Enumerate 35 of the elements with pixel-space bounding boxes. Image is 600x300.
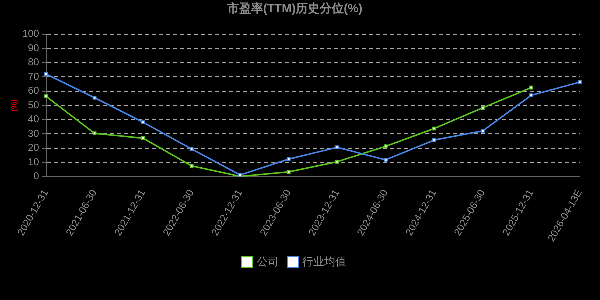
point — [44, 94, 48, 98]
point — [141, 120, 146, 124]
y-tick-label: 0 — [34, 172, 40, 183]
point — [286, 157, 291, 162]
point — [286, 170, 291, 174]
y-tick-label: 50 — [28, 100, 40, 112]
y-tick-label: 30 — [28, 128, 40, 140]
point — [335, 160, 340, 164]
point — [432, 126, 436, 131]
y-tick-label: 80 — [28, 58, 40, 69]
legend-label: 行业均值 — [302, 256, 346, 269]
y-tick-label: 100 — [22, 29, 40, 40]
point — [481, 129, 485, 134]
point — [190, 164, 194, 168]
point — [530, 86, 534, 90]
point — [530, 94, 534, 98]
y-axis-title: (%) — [10, 99, 20, 112]
point — [481, 106, 485, 110]
y-tick-label: 40 — [28, 114, 40, 126]
y-tick-label: 90 — [28, 43, 40, 54]
point — [190, 147, 194, 152]
point — [335, 146, 340, 150]
point — [384, 144, 388, 148]
y-tick-label: 10 — [28, 157, 40, 168]
legend-label: 公司 — [257, 256, 279, 269]
chart-title: 市盈率(TTM)历史分位(%) — [226, 2, 363, 16]
point — [578, 80, 582, 84]
y-tick-label: 20 — [28, 143, 40, 154]
point — [141, 136, 146, 140]
y-tick-label: 70 — [28, 72, 40, 83]
point — [92, 96, 97, 100]
point — [92, 132, 97, 136]
point — [384, 158, 388, 162]
y-tick-label: 60 — [28, 86, 40, 98]
point — [432, 138, 436, 142]
